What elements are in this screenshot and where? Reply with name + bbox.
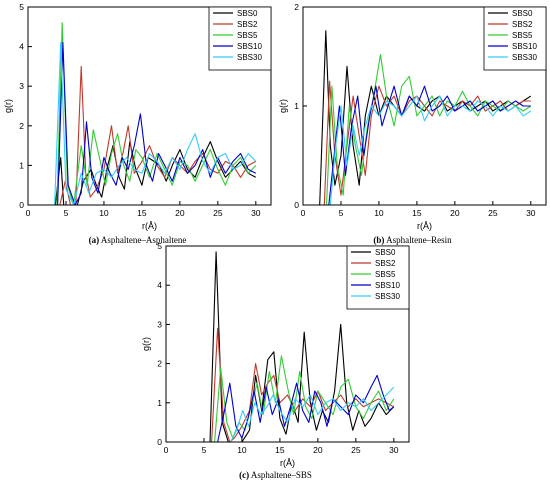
legend-label: SBS5 — [512, 31, 533, 40]
series-line-sbs5 — [28, 22, 257, 205]
x-tick-label: 25 — [351, 445, 361, 455]
legend-label: SBS5 — [237, 31, 258, 40]
y-tick-label: 2 — [157, 359, 162, 369]
legend-label: SBS30 — [375, 292, 400, 301]
y-tick-label: 4 — [157, 280, 162, 290]
x-tick-label: 0 — [301, 208, 306, 218]
series-line-sbs2 — [303, 80, 531, 205]
legend-label: SBS10 — [237, 42, 262, 51]
x-tick-label: 5 — [64, 208, 69, 218]
legend-box — [483, 6, 547, 71]
legend-box — [346, 245, 410, 310]
chart-asphaltene-asphaltene: 0 5 10 15 20 25 30 0 1 2 3 4 5 r(Å) g(r) SBS0 SBS2 SBS5 SB… — [3, 2, 272, 231]
series-line-sbs2 — [28, 65, 257, 205]
x-tick-label: 20 — [175, 208, 185, 218]
caption-c: (c) Asphaltene–SBS — [138, 470, 413, 480]
chart-asphaltene-resin: 0 5 10 15 20 25 30 0 1 2 r(Å) g(r) SBS0 SBS2 SBS5 SBS10… — [278, 2, 547, 231]
plot-frame — [27, 6, 272, 206]
y-tick-label: 1 — [294, 101, 299, 111]
legend-label: SBS0 — [512, 9, 533, 18]
series-line-sbs10 — [303, 85, 531, 205]
x-tick-label: 10 — [237, 445, 247, 455]
legend-label: SBS0 — [375, 248, 396, 257]
series-line-sbs30 — [166, 386, 395, 442]
x-tick-label: 5 — [339, 208, 344, 218]
caption-text: Asphaltene–SBS — [250, 470, 312, 480]
x-tick-label: 20 — [313, 445, 323, 455]
panel-c: 0 5 10 15 20 25 30 0 1 2 3 4 5 r(Å) g(r) SBS0 SBS2 SBS5 SB… — [138, 240, 413, 485]
legend-label: SBS0 — [237, 9, 258, 18]
legend-label: SBS10 — [375, 281, 400, 290]
caption-text: Asphaltene–Resin — [386, 235, 452, 245]
series-line-sbs5 — [303, 53, 532, 205]
legend-label: SBS5 — [375, 270, 396, 279]
series-line-sbs10 — [166, 374, 395, 442]
legend-label: SBS2 — [375, 259, 396, 268]
legend-label: SBS2 — [237, 20, 258, 29]
caption-label: (b) — [373, 235, 385, 245]
legend-label: SBS10 — [512, 42, 537, 51]
caption-label: (c) — [239, 470, 250, 480]
x-tick-label: 20 — [450, 208, 460, 218]
y-tick-label: 3 — [157, 319, 162, 329]
x-tick-label: 30 — [526, 208, 536, 218]
caption-a: (a) Asphaltene–Asphaltene — [0, 235, 275, 245]
x-tick-label: 10 — [374, 208, 384, 218]
x-tick-label: 25 — [213, 208, 223, 218]
x-axis-label: r(Å) — [142, 221, 157, 231]
plot-area — [28, 22, 257, 205]
x-axis-label: r(Å) — [280, 458, 295, 468]
y-tick-label: 1 — [19, 160, 24, 170]
y-tick-label: 4 — [19, 42, 24, 52]
plot-area — [166, 251, 395, 442]
plot-area — [303, 30, 532, 205]
y-tick-label: 0 — [19, 200, 24, 210]
panel-b: 0 5 10 15 20 25 30 0 1 2 r(Å) g(r) SBS0 SBS2 SBS5 SBS10… — [275, 0, 550, 248]
x-tick-label: 15 — [137, 208, 147, 218]
x-tick-label: 5 — [202, 445, 207, 455]
x-tick-label: 10 — [99, 208, 109, 218]
x-axis-label: r(Å) — [417, 221, 432, 231]
legend-label: SBS2 — [512, 20, 533, 29]
y-tick-label: 0 — [157, 437, 162, 447]
y-tick-label: 2 — [19, 121, 24, 131]
x-tick-label: 15 — [275, 445, 285, 455]
caption-text: Asphaltene–Asphaltene — [100, 235, 187, 245]
y-tick-label: 2 — [294, 2, 299, 12]
x-tick-label: 15 — [412, 208, 422, 218]
series-line-sbs30 — [303, 95, 532, 205]
panel-a: 0 5 10 15 20 25 30 0 1 2 3 4 5 r(Å) g(r) SBS0 SBS2 SBS5 SB… — [0, 0, 275, 248]
plot-frame — [165, 245, 410, 443]
y-axis-label: g(r) — [3, 99, 13, 113]
legend-label: SBS30 — [512, 53, 537, 62]
x-tick-label: 30 — [251, 208, 261, 218]
caption-b: (b) Asphaltene–Resin — [275, 235, 550, 245]
y-tick-label: 5 — [157, 241, 162, 251]
x-tick-label: 25 — [488, 208, 498, 218]
y-tick-label: 3 — [19, 81, 24, 91]
caption-label: (a) — [88, 235, 100, 245]
series-line-sbs30 — [28, 42, 257, 205]
series-line-sbs0 — [28, 141, 257, 205]
x-tick-label: 0 — [26, 208, 31, 218]
y-axis-label: g(r) — [278, 99, 288, 113]
x-tick-label: 30 — [389, 445, 399, 455]
legend-label: SBS30 — [237, 53, 262, 62]
chart-asphaltene-sbs: 0 5 10 15 20 25 30 0 1 2 3 4 5 r(Å) g(r) SBS0 SBS2 SBS5 SB… — [141, 241, 410, 468]
series-line-sbs2 — [166, 327, 395, 442]
y-tick-label: 5 — [19, 2, 24, 12]
legend-box — [208, 6, 272, 71]
y-axis-label: g(r) — [141, 337, 151, 351]
y-tick-label: 1 — [157, 398, 162, 408]
y-tick-label: 0 — [294, 200, 299, 210]
x-tick-label: 0 — [164, 445, 169, 455]
